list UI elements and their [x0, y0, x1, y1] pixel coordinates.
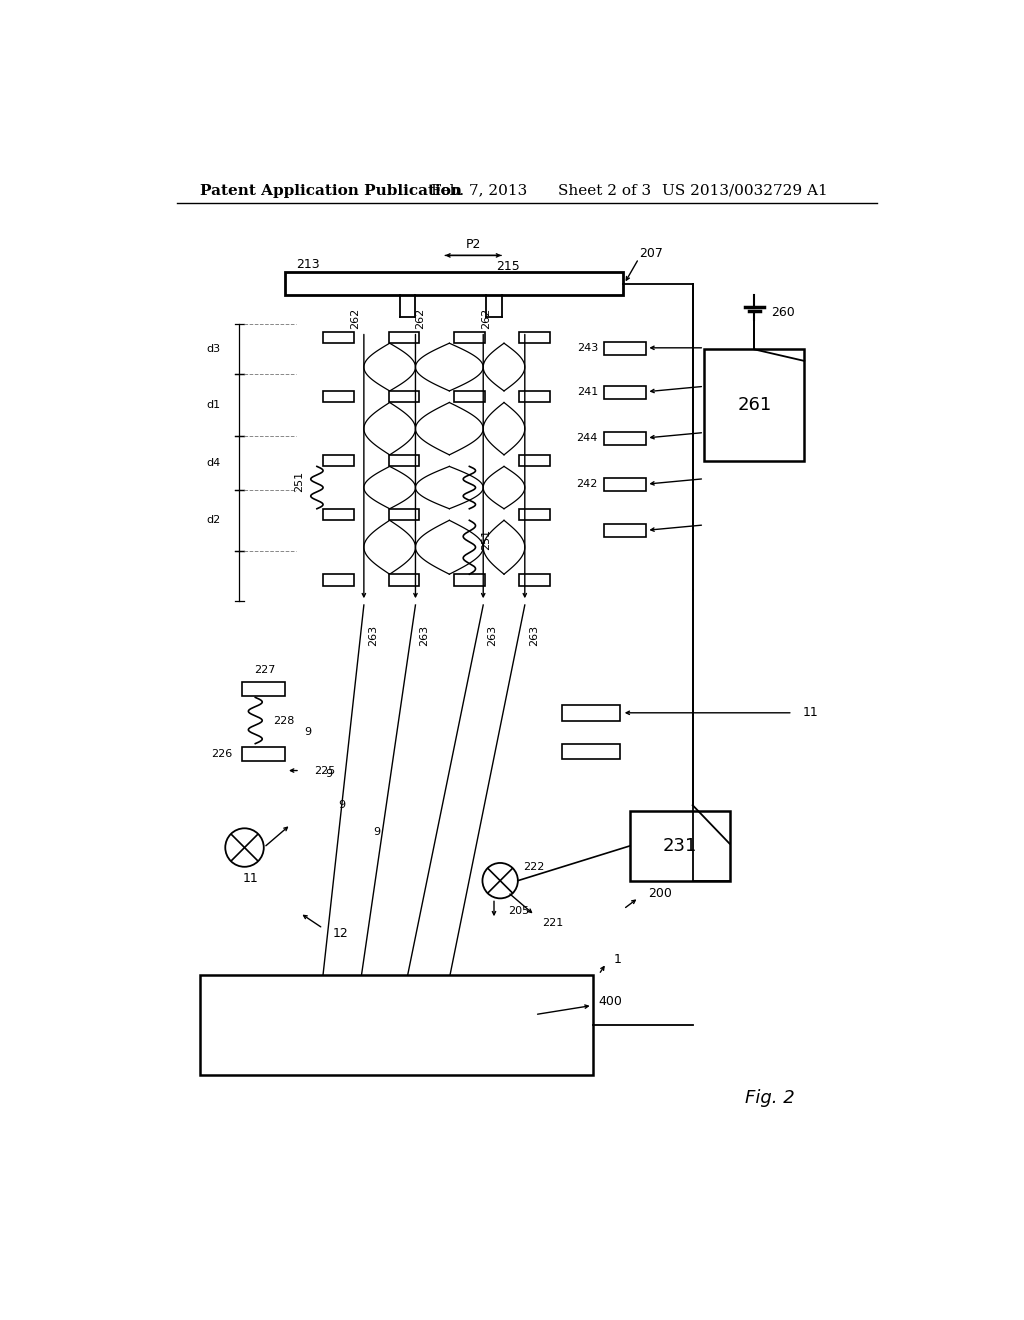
Bar — [243, 682, 285, 696]
Text: 231: 231 — [663, 837, 696, 855]
Bar — [323, 455, 354, 466]
Text: 207: 207 — [639, 247, 663, 260]
Bar — [388, 508, 419, 520]
Bar — [323, 391, 354, 403]
Text: d3: d3 — [207, 343, 220, 354]
Text: 262: 262 — [350, 308, 360, 329]
Text: 1: 1 — [614, 953, 622, 966]
Text: 263: 263 — [528, 626, 539, 647]
Text: 9: 9 — [326, 770, 333, 779]
Text: 243: 243 — [577, 343, 598, 352]
Text: 9: 9 — [304, 727, 311, 737]
Text: Feb. 7, 2013: Feb. 7, 2013 — [431, 183, 527, 198]
Text: 228: 228 — [273, 715, 294, 726]
Bar — [454, 574, 484, 586]
Bar — [454, 331, 484, 343]
Bar — [705, 350, 804, 461]
Text: 215: 215 — [496, 260, 520, 273]
Text: 263: 263 — [368, 626, 378, 647]
Text: 227: 227 — [255, 665, 276, 676]
Text: P2: P2 — [466, 238, 481, 251]
Text: 222: 222 — [523, 862, 545, 871]
Text: 262: 262 — [416, 308, 425, 329]
Bar — [519, 508, 550, 520]
Bar — [519, 455, 550, 466]
Text: 260: 260 — [771, 306, 795, 319]
Bar — [388, 391, 419, 403]
Text: 200: 200 — [648, 887, 672, 900]
Text: Sheet 2 of 3: Sheet 2 of 3 — [558, 183, 651, 198]
Bar — [388, 455, 419, 466]
Text: 9: 9 — [339, 800, 346, 810]
Bar — [519, 391, 550, 403]
Text: 213: 213 — [296, 259, 319, 271]
Bar — [285, 272, 624, 296]
Bar — [604, 385, 646, 399]
Text: 12: 12 — [333, 927, 348, 940]
Text: 11: 11 — [243, 871, 258, 884]
Text: 241: 241 — [577, 387, 598, 397]
Text: 400: 400 — [599, 995, 623, 1008]
Bar — [323, 508, 354, 520]
Text: 261: 261 — [737, 396, 771, 413]
Text: 251: 251 — [294, 471, 304, 492]
Bar — [562, 743, 620, 759]
Bar — [388, 574, 419, 586]
Bar — [388, 331, 419, 343]
Text: 205: 205 — [508, 907, 529, 916]
Text: 263: 263 — [487, 626, 497, 647]
Bar — [562, 705, 620, 721]
Text: US 2013/0032729 A1: US 2013/0032729 A1 — [662, 183, 827, 198]
Text: 11: 11 — [803, 706, 818, 719]
Bar — [604, 342, 646, 355]
Bar — [519, 574, 550, 586]
Bar — [604, 478, 646, 491]
Text: 226: 226 — [211, 750, 232, 759]
Bar — [323, 574, 354, 586]
Bar — [604, 432, 646, 445]
Text: 244: 244 — [577, 433, 598, 444]
Text: 242: 242 — [577, 479, 598, 490]
Bar — [519, 331, 550, 343]
Text: 251: 251 — [481, 529, 490, 550]
Bar — [323, 331, 354, 343]
Text: d4: d4 — [207, 458, 220, 467]
Bar — [200, 974, 593, 1074]
Text: 221: 221 — [543, 917, 564, 928]
Bar — [454, 391, 484, 403]
Bar — [243, 747, 285, 762]
Text: 9: 9 — [374, 828, 381, 837]
Text: d1: d1 — [207, 400, 220, 409]
Text: Fig. 2: Fig. 2 — [744, 1089, 795, 1106]
Text: d2: d2 — [207, 515, 220, 525]
Text: 225: 225 — [313, 766, 335, 776]
Text: 262: 262 — [481, 308, 490, 329]
Bar — [604, 524, 646, 537]
Text: 263: 263 — [419, 626, 429, 647]
Bar — [630, 812, 730, 880]
Text: Patent Application Publication: Patent Application Publication — [200, 183, 462, 198]
